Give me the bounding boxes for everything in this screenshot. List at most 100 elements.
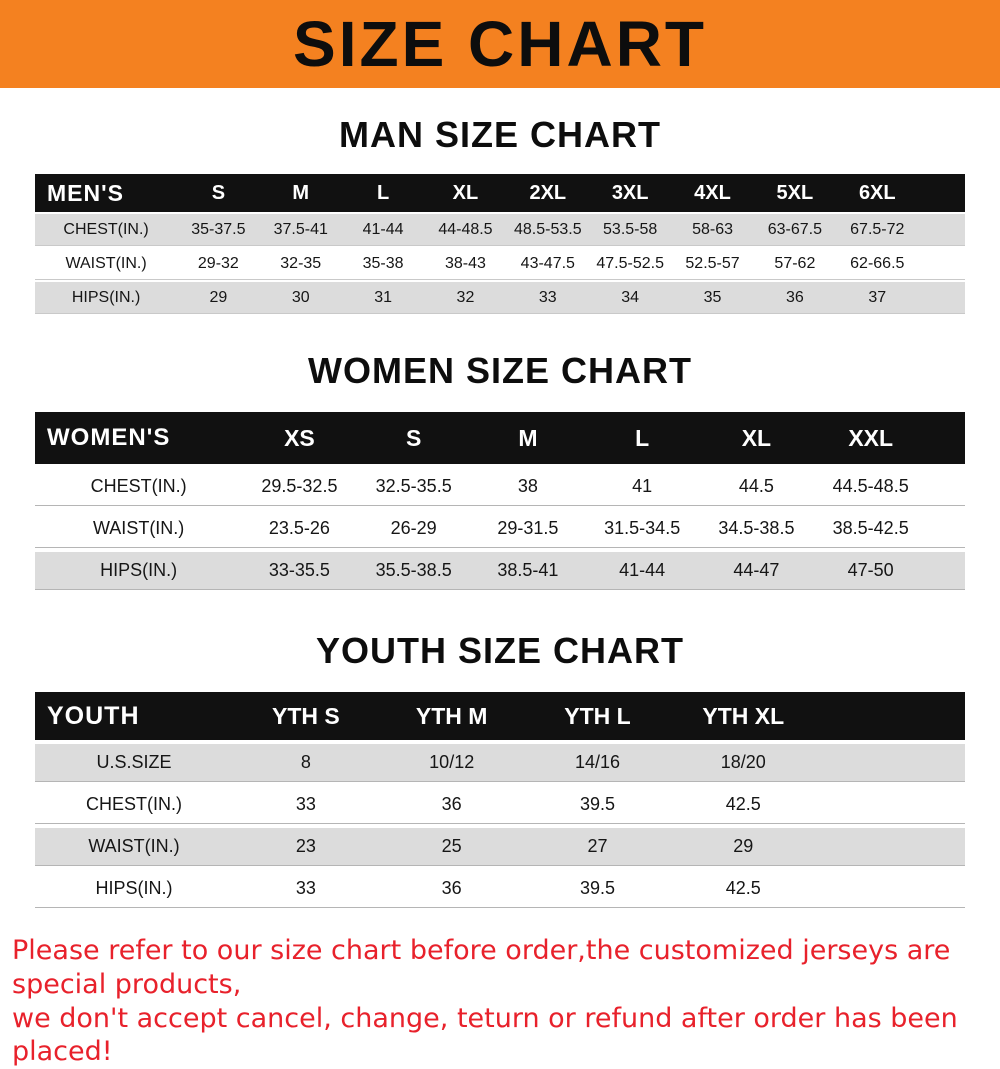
column-header: L (585, 412, 699, 464)
size-cell: 42.5 (670, 870, 816, 908)
column-header: XL (424, 174, 506, 212)
column-header: XL (699, 412, 813, 464)
column-header: S (357, 412, 471, 464)
column-header: 2XL (507, 174, 589, 212)
size-cell: 27 (525, 828, 671, 866)
disclaimer: Please refer to our size chart before or… (12, 934, 1000, 1069)
size-cell: 35-37.5 (177, 214, 259, 246)
size-cell: 30 (260, 282, 342, 314)
size-cell: 23.5-26 (242, 510, 356, 548)
row-label: CHEST(IN.) (35, 214, 177, 246)
row-label: CHEST(IN.) (35, 468, 242, 506)
row-label: CHEST(IN.) (35, 786, 233, 824)
row-label: WAIST(IN.) (35, 510, 242, 548)
size-cell: 33 (507, 282, 589, 314)
size-cell: 67.5-72 (836, 214, 918, 246)
size-cell: 38.5-42.5 (814, 510, 928, 548)
size-cell: 36 (754, 282, 836, 314)
column-header: M (260, 174, 342, 212)
size-cell: 8 (233, 744, 379, 782)
size-cell: 29 (670, 828, 816, 866)
size-cell: 34.5-38.5 (699, 510, 813, 548)
banner-title: SIZE CHART (293, 7, 707, 81)
row-label: WAIST(IN.) (35, 248, 177, 280)
size-cell: 41-44 (342, 214, 424, 246)
column-header: S (177, 174, 259, 212)
size-cell: 44-48.5 (424, 214, 506, 246)
disclaimer-line-2: we don't accept cancel, change, teturn o… (12, 1002, 1000, 1069)
size-cell: 31.5-34.5 (585, 510, 699, 548)
size-cell: 38.5-41 (471, 552, 585, 590)
row-label: U.S.SIZE (35, 744, 233, 782)
size-cell: 43-47.5 (507, 248, 589, 280)
column-header: L (342, 174, 424, 212)
size-cell: 29-31.5 (471, 510, 585, 548)
size-cell: 58-63 (671, 214, 753, 246)
filler-cell (928, 412, 965, 464)
size-cell: 33 (233, 786, 379, 824)
size-cell: 35 (671, 282, 753, 314)
women-chart-heading: WOMEN SIZE CHART (0, 350, 1000, 392)
size-cell: 33 (233, 870, 379, 908)
size-cell: 37 (836, 282, 918, 314)
filler-cell (928, 468, 965, 506)
size-cell: 14/16 (525, 744, 671, 782)
size-cell: 62-66.5 (836, 248, 918, 280)
size-cell: 34 (589, 282, 671, 314)
row-label: WAIST(IN.) (35, 828, 233, 866)
column-header: YTH M (379, 692, 525, 740)
size-cell: 29.5-32.5 (242, 468, 356, 506)
filler-cell (816, 870, 965, 908)
table-title: MEN'S (35, 174, 177, 212)
column-header: YTH XL (670, 692, 816, 740)
disclaimer-line-1: Please refer to our size chart before or… (12, 934, 1000, 1002)
column-header: YTH L (525, 692, 671, 740)
table-title: YOUTH (35, 692, 233, 740)
size-cell: 33-35.5 (242, 552, 356, 590)
filler-cell (816, 744, 965, 782)
size-cell: 47-50 (814, 552, 928, 590)
size-cell: 57-62 (754, 248, 836, 280)
size-cell: 36 (379, 870, 525, 908)
filler-cell (919, 214, 966, 246)
size-cell: 41-44 (585, 552, 699, 590)
size-cell: 47.5-52.5 (589, 248, 671, 280)
column-header: XS (242, 412, 356, 464)
size-cell: 29 (177, 282, 259, 314)
size-cell: 25 (379, 828, 525, 866)
column-header: 6XL (836, 174, 918, 212)
size-cell: 48.5-53.5 (507, 214, 589, 246)
column-header: 3XL (589, 174, 671, 212)
size-cell: 32 (424, 282, 506, 314)
row-label: HIPS(IN.) (35, 282, 177, 314)
column-header: XXL (814, 412, 928, 464)
column-header: 5XL (754, 174, 836, 212)
filler-cell (816, 828, 965, 866)
size-cell: 35-38 (342, 248, 424, 280)
size-cell: 38 (471, 468, 585, 506)
table-title: WOMEN'S (35, 412, 242, 464)
size-cell: 32.5-35.5 (357, 468, 471, 506)
size-chart-banner: SIZE CHART (0, 0, 1000, 88)
column-header: YTH S (233, 692, 379, 740)
size-cell: 44.5-48.5 (814, 468, 928, 506)
youth-chart-heading: YOUTH SIZE CHART (0, 630, 1000, 672)
row-label: HIPS(IN.) (35, 870, 233, 908)
filler-cell (919, 248, 966, 280)
size-cell: 37.5-41 (260, 214, 342, 246)
